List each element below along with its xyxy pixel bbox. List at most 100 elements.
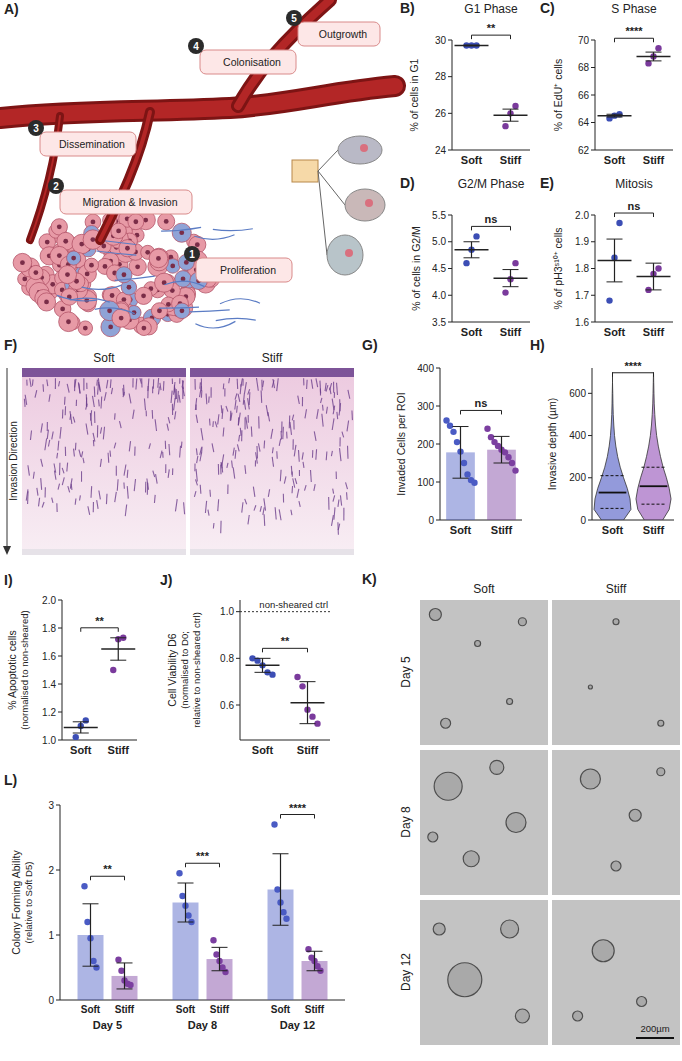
colony bbox=[611, 861, 621, 871]
invading-cell bbox=[334, 507, 335, 519]
data-point bbox=[274, 886, 280, 892]
tick bbox=[436, 444, 440, 445]
arrow bbox=[318, 171, 327, 255]
y-axis bbox=[62, 600, 63, 740]
tick bbox=[58, 600, 62, 601]
panel-label: K) bbox=[362, 571, 377, 587]
fibre bbox=[82, 285, 122, 289]
tick bbox=[591, 95, 595, 96]
significance: ns bbox=[485, 213, 498, 225]
tick bbox=[591, 295, 595, 296]
median bbox=[599, 492, 627, 494]
data-point bbox=[127, 982, 133, 988]
data-point bbox=[473, 233, 479, 239]
fibre bbox=[164, 281, 204, 286]
data-point bbox=[512, 103, 518, 109]
tumour-cell bbox=[61, 289, 78, 306]
tick-label: 70 bbox=[578, 35, 590, 46]
plot-area bbox=[594, 372, 671, 520]
invading-cell bbox=[339, 437, 340, 446]
invading-cell bbox=[182, 381, 184, 388]
column-label: Stiff bbox=[262, 351, 283, 365]
step-number: 1 bbox=[189, 249, 195, 260]
tick bbox=[436, 482, 440, 483]
invading-cell bbox=[212, 421, 214, 427]
invading-cell bbox=[99, 385, 100, 392]
colony bbox=[448, 963, 482, 997]
invading-cell bbox=[231, 460, 233, 467]
tumour-cell bbox=[67, 251, 81, 265]
quartile bbox=[642, 504, 666, 505]
data-point bbox=[176, 870, 182, 876]
invading-cell bbox=[96, 380, 98, 386]
metastasis bbox=[360, 144, 368, 152]
tick-label: 2.0 bbox=[42, 595, 56, 606]
invading-cell bbox=[81, 471, 82, 481]
tick bbox=[448, 40, 452, 41]
tick-label: 1.7 bbox=[575, 290, 589, 301]
data-point bbox=[606, 297, 612, 303]
invading-cell bbox=[302, 452, 303, 459]
invading-cell bbox=[65, 406, 66, 415]
nucleus bbox=[71, 256, 76, 261]
invading-cell bbox=[337, 522, 339, 534]
tick bbox=[448, 322, 452, 323]
data-point bbox=[655, 265, 661, 271]
invading-cell bbox=[59, 381, 60, 386]
nucleus bbox=[50, 282, 55, 287]
category-label: Soft bbox=[461, 326, 483, 338]
tick-label: 200 bbox=[569, 472, 586, 483]
error-bar bbox=[460, 427, 461, 479]
invading-cell bbox=[211, 387, 212, 397]
step-label: Proliferation bbox=[220, 264, 276, 276]
scale-label: 200µm bbox=[640, 1023, 669, 1034]
invading-cell bbox=[220, 521, 221, 533]
invading-cell bbox=[200, 447, 202, 455]
invading-cell bbox=[97, 425, 98, 437]
invading-cell bbox=[94, 411, 95, 423]
micrograph bbox=[420, 600, 548, 745]
invading-cell bbox=[251, 426, 253, 436]
invading-cell bbox=[294, 445, 296, 456]
data-point bbox=[616, 220, 622, 226]
invading-cell bbox=[62, 468, 64, 474]
invading-cell bbox=[86, 424, 88, 435]
tick-label: 1.4 bbox=[42, 679, 56, 690]
axis-label: % of pH3ˢ¹⁰⁺ cells bbox=[552, 227, 564, 309]
invading-cell bbox=[254, 505, 256, 510]
significance: *** bbox=[196, 850, 210, 862]
panel-label: G) bbox=[362, 337, 378, 353]
invading-cell bbox=[326, 452, 328, 461]
colony bbox=[588, 685, 592, 689]
invading-cell bbox=[261, 391, 263, 403]
series-label: Stiff bbox=[115, 1004, 135, 1015]
axis-label: Colony Forming Ability bbox=[10, 850, 22, 955]
invading-cell bbox=[165, 464, 166, 473]
invading-cell bbox=[78, 382, 80, 393]
invading-cell bbox=[226, 406, 228, 412]
data-point bbox=[213, 951, 219, 957]
mean-line bbox=[291, 702, 325, 704]
invading-cell bbox=[339, 399, 340, 411]
nucleus bbox=[66, 319, 71, 324]
invading-cell bbox=[321, 398, 322, 403]
error-bar bbox=[90, 904, 91, 966]
invading-cell bbox=[248, 389, 250, 394]
tick-label: 68 bbox=[578, 62, 590, 73]
nucleus bbox=[45, 240, 50, 245]
x-axis bbox=[595, 150, 673, 151]
invading-cell bbox=[217, 499, 219, 511]
tick bbox=[591, 150, 595, 151]
significance: ** bbox=[95, 615, 104, 627]
invading-cell bbox=[62, 409, 63, 418]
tick bbox=[591, 241, 595, 242]
invading-cell bbox=[208, 510, 209, 516]
tick-label: 1.6 bbox=[42, 651, 56, 662]
data-point bbox=[443, 417, 449, 423]
significance: ns bbox=[628, 200, 641, 212]
plot-area bbox=[240, 612, 330, 727]
tumour-cell bbox=[59, 312, 79, 332]
colony bbox=[490, 760, 504, 774]
invading-cell bbox=[60, 427, 61, 439]
tick-label: 4.0 bbox=[432, 290, 446, 301]
